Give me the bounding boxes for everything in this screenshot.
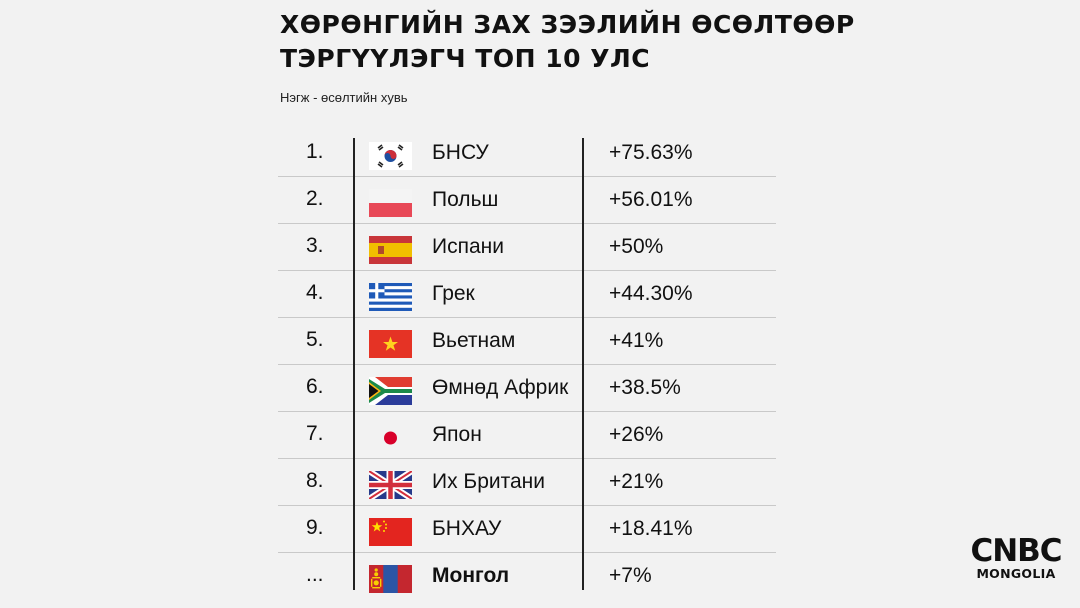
country-name: Испани — [432, 235, 504, 258]
country-name: Өмнөд Африк — [432, 376, 569, 399]
column-divider-right — [582, 138, 584, 590]
table-row: 4. Грек +44.30% — [278, 271, 776, 318]
rank-label: 5. — [306, 328, 324, 351]
country-name: Монгол — [432, 564, 510, 587]
growth-value: +18.41% — [609, 517, 693, 540]
spain-flag — [369, 236, 412, 264]
chart-title: ХӨРӨНГИЙН ЗАХ ЗЭЭЛИЙН ӨСӨЛТӨӨР ТЭРГҮҮЛЭГ… — [280, 8, 900, 76]
rank-label: 6. — [306, 375, 324, 398]
growth-value: +38.5% — [609, 376, 681, 399]
table-row: 7. Япон +26% — [278, 412, 776, 459]
table-row: 9. БНХАУ +18.41% — [278, 506, 776, 553]
rank-label: 8. — [306, 469, 324, 492]
country-name: Япон — [432, 423, 482, 446]
china-flag — [369, 518, 412, 546]
growth-value: +75.63% — [609, 141, 693, 164]
chart-subtitle: Нэгж - өсөлтийн хувь — [280, 90, 408, 105]
rank-label: 4. — [306, 281, 324, 304]
greece-flag — [369, 283, 412, 311]
japan-flag — [369, 424, 412, 452]
table-row: 1. БНСУ +75.63% — [278, 130, 776, 177]
rank-label: 7. — [306, 422, 324, 445]
logo-sub-text: MONGOLIA — [976, 566, 1056, 581]
table-row: 6. Өмнөд Африк +38.5% — [278, 365, 776, 412]
growth-value: +21% — [609, 470, 664, 493]
table-row: 3. Испани +50% — [278, 224, 776, 271]
country-name: Вьетнам — [432, 329, 516, 352]
vietnam-flag — [369, 330, 412, 358]
country-name: Грек — [432, 282, 475, 305]
title-line-2: ТЭРГҮҮЛЭГЧ ТОП 10 УЛС — [280, 44, 651, 73]
logo-main-text: CNBC — [970, 533, 1062, 569]
rank-label: ... — [306, 563, 324, 586]
rank-label: 3. — [306, 234, 324, 257]
mongolia-flag — [369, 565, 412, 593]
united-kingdom-flag — [369, 471, 412, 499]
table-row: ... Монгол +7% — [278, 553, 776, 599]
south-africa-flag — [369, 377, 412, 405]
south-korea-flag — [369, 142, 412, 170]
poland-flag — [369, 189, 412, 217]
title-line-1: ХӨРӨНГИЙН ЗАХ ЗЭЭЛИЙН ӨСӨЛТӨӨР — [280, 10, 855, 39]
country-name: БНСУ — [432, 141, 489, 164]
table-row: 2. Польш +56.01% — [278, 177, 776, 224]
table-row: 8. Их Британи +21% — [278, 459, 776, 506]
country-name: Их Британи — [432, 470, 546, 493]
growth-value: +56.01% — [609, 188, 693, 211]
country-name: БНХАУ — [432, 517, 502, 540]
rank-label: 2. — [306, 187, 324, 210]
country-name: Польш — [432, 188, 499, 211]
growth-value: +44.30% — [609, 282, 693, 305]
growth-value: +7% — [609, 564, 652, 587]
rank-label: 1. — [306, 140, 324, 163]
growth-value: +41% — [609, 329, 664, 352]
growth-value: +26% — [609, 423, 664, 446]
ranking-table: 1. БНСУ +75.63% 2. Польш +56.01% 3. Испани +50% 4… — [278, 130, 776, 599]
column-divider-left — [353, 138, 355, 590]
rank-label: 9. — [306, 516, 324, 539]
growth-value: +50% — [609, 235, 664, 258]
table-row: 5. Вьетнам +41% — [278, 318, 776, 365]
cnbc-mongolia-logo: CNBC MONGOLIA — [968, 533, 1064, 582]
